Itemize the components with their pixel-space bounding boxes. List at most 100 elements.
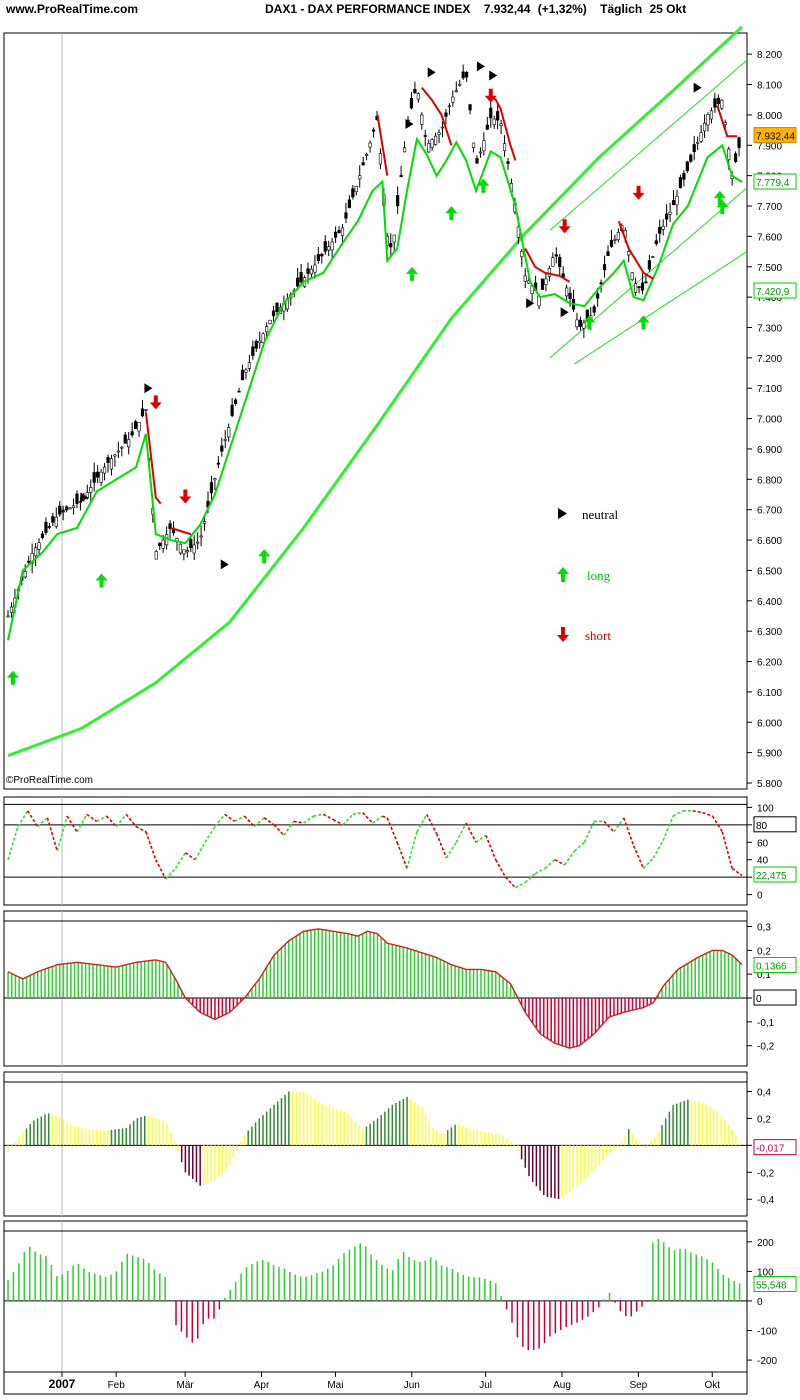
candle [216, 456, 220, 469]
histogram-bar [380, 1115, 382, 1146]
value-badge [753, 1276, 797, 1293]
y-tick-label: 7.700 [757, 202, 782, 213]
histogram-bar [432, 956, 434, 999]
x-tick-label: Okt [704, 1380, 720, 1391]
histogram-bar [289, 1271, 291, 1301]
candle [430, 138, 434, 151]
histogram-bar [225, 998, 227, 1015]
stochastic-line [564, 850, 576, 866]
histogram-bar [597, 1300, 600, 1308]
candle-body [244, 369, 248, 373]
candle [299, 263, 303, 287]
oscillator-3-panel[interactable]: 200 100 0 -100 -200 55,548 [3, 1220, 797, 1373]
histogram-bar [232, 1145, 235, 1158]
histogram-bar [327, 1268, 329, 1301]
histogram-bar [709, 951, 711, 999]
histogram-bar [605, 1145, 608, 1157]
candle-body [644, 281, 648, 284]
histogram-bar [14, 1141, 17, 1146]
histogram-bar [137, 1257, 139, 1301]
histogram-bar [489, 1281, 492, 1301]
histogram-bar [531, 998, 534, 1024]
histogram-bar [332, 1265, 334, 1301]
price-panel[interactable]: 8.2008.1008.0007.9007.8007.7007.6007.500… [3, 25, 797, 790]
candle-body [602, 264, 607, 271]
histogram-bar [34, 1251, 36, 1301]
histogram-bar [283, 1268, 286, 1301]
histogram-bar [148, 1263, 150, 1301]
candle [440, 121, 445, 138]
stochastic-line [194, 841, 206, 861]
histogram-bar [701, 955, 704, 999]
x-tick-label: Mär [177, 1380, 195, 1391]
histogram-bar [435, 1130, 438, 1146]
channel-middle [574, 251, 748, 365]
histogram-bar [690, 1252, 692, 1301]
histogram-bar [221, 1145, 224, 1173]
value-badge [753, 127, 797, 144]
stochastic-line [721, 831, 733, 869]
histogram-bar [494, 1133, 497, 1146]
histogram-bar [450, 964, 453, 999]
histogram-bar [262, 1115, 264, 1146]
candle [423, 129, 427, 147]
candle [451, 90, 455, 107]
candle-body [251, 346, 255, 356]
histogram-bar [66, 963, 68, 999]
candle-body [154, 551, 158, 560]
histogram-bar [254, 1122, 257, 1146]
candle [575, 312, 579, 330]
histogram-bar [727, 953, 730, 999]
candle [230, 398, 234, 418]
candle-body [637, 286, 641, 289]
candle-body [109, 458, 114, 470]
candle-body [665, 213, 669, 220]
histogram-bar [224, 1297, 226, 1301]
histogram-bar [695, 1254, 697, 1301]
neutral-signal-icon [427, 67, 436, 78]
candle [658, 219, 662, 243]
y-tick-label: 5.900 [757, 749, 782, 760]
histogram-bar [509, 983, 512, 999]
histogram-bar [676, 1103, 678, 1146]
histogram-bar [476, 1130, 479, 1146]
candle [33, 543, 38, 567]
site-url[interactable]: www.ProRealTime.com [5, 2, 138, 16]
histogram-bar [724, 1120, 726, 1146]
candle-body [709, 110, 714, 120]
y-tick-label: 8.100 [757, 81, 782, 92]
candle [240, 364, 245, 381]
histogram-bar [480, 969, 482, 999]
histogram-bar [591, 1145, 593, 1173]
histogram-bar [694, 1100, 697, 1146]
histogram-bar [683, 1100, 685, 1146]
candle-body [168, 523, 172, 530]
candle [6, 610, 10, 618]
y-tick-label: 8.200 [757, 50, 782, 61]
candle [51, 512, 55, 527]
neutral-signal-icon [560, 307, 569, 318]
histogram-bar [731, 955, 733, 999]
candle [92, 462, 96, 492]
oscillator-2-panel[interactable]: 0,40,20-0,2-0,4-0,017 [3, 1071, 797, 1217]
candle [223, 429, 227, 449]
histogram-bar [690, 1100, 693, 1146]
histogram-bar [554, 1300, 557, 1334]
stochastic-panel[interactable]: 1008060402008022,475 [3, 796, 797, 906]
candle-body [223, 439, 227, 441]
histogram-bar [225, 1145, 227, 1170]
candle [399, 165, 403, 178]
histogram-bar [142, 1258, 145, 1301]
histogram-bar [269, 1108, 272, 1146]
y-tick-label: 0 [757, 891, 763, 902]
histogram-bar [206, 1145, 209, 1184]
histogram-bar [59, 964, 61, 999]
candle-body [471, 142, 476, 148]
histogram-bar [381, 1265, 383, 1301]
histogram-bar [47, 967, 50, 999]
histogram-bar [386, 1268, 389, 1301]
histogram-bar [635, 998, 637, 1010]
histogram-bar [429, 1257, 432, 1301]
histogram-bar [162, 961, 164, 999]
